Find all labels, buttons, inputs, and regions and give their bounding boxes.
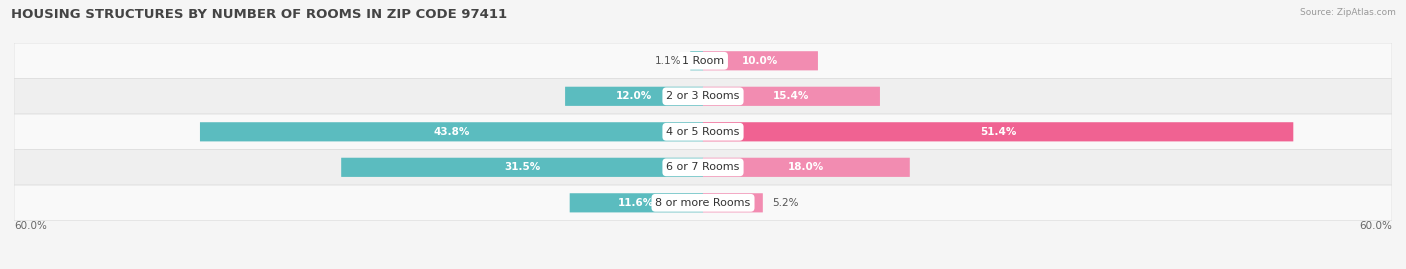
FancyBboxPatch shape [14, 79, 1392, 114]
Text: HOUSING STRUCTURES BY NUMBER OF ROOMS IN ZIP CODE 97411: HOUSING STRUCTURES BY NUMBER OF ROOMS IN… [11, 8, 508, 21]
FancyBboxPatch shape [14, 150, 1392, 185]
Text: 51.4%: 51.4% [980, 127, 1017, 137]
Text: 1.1%: 1.1% [655, 56, 681, 66]
FancyBboxPatch shape [200, 122, 703, 141]
Text: 11.6%: 11.6% [619, 198, 655, 208]
Text: 43.8%: 43.8% [433, 127, 470, 137]
Text: 6 or 7 Rooms: 6 or 7 Rooms [666, 162, 740, 172]
Text: Source: ZipAtlas.com: Source: ZipAtlas.com [1301, 8, 1396, 17]
FancyBboxPatch shape [565, 87, 703, 106]
Text: 10.0%: 10.0% [742, 56, 779, 66]
FancyBboxPatch shape [703, 87, 880, 106]
Text: 18.0%: 18.0% [789, 162, 824, 172]
Text: 2 or 3 Rooms: 2 or 3 Rooms [666, 91, 740, 101]
Text: 12.0%: 12.0% [616, 91, 652, 101]
Text: 4 or 5 Rooms: 4 or 5 Rooms [666, 127, 740, 137]
Text: 1 Room: 1 Room [682, 56, 724, 66]
FancyBboxPatch shape [14, 114, 1392, 150]
FancyBboxPatch shape [569, 193, 703, 213]
FancyBboxPatch shape [690, 51, 703, 70]
FancyBboxPatch shape [14, 185, 1392, 221]
Text: 60.0%: 60.0% [1360, 221, 1392, 231]
Text: 5.2%: 5.2% [772, 198, 799, 208]
FancyBboxPatch shape [703, 193, 763, 213]
Text: 8 or more Rooms: 8 or more Rooms [655, 198, 751, 208]
FancyBboxPatch shape [703, 158, 910, 177]
FancyBboxPatch shape [342, 158, 703, 177]
FancyBboxPatch shape [703, 51, 818, 70]
Text: 15.4%: 15.4% [773, 91, 810, 101]
FancyBboxPatch shape [703, 122, 1294, 141]
FancyBboxPatch shape [14, 43, 1392, 79]
Text: 60.0%: 60.0% [14, 221, 46, 231]
Text: 31.5%: 31.5% [503, 162, 540, 172]
